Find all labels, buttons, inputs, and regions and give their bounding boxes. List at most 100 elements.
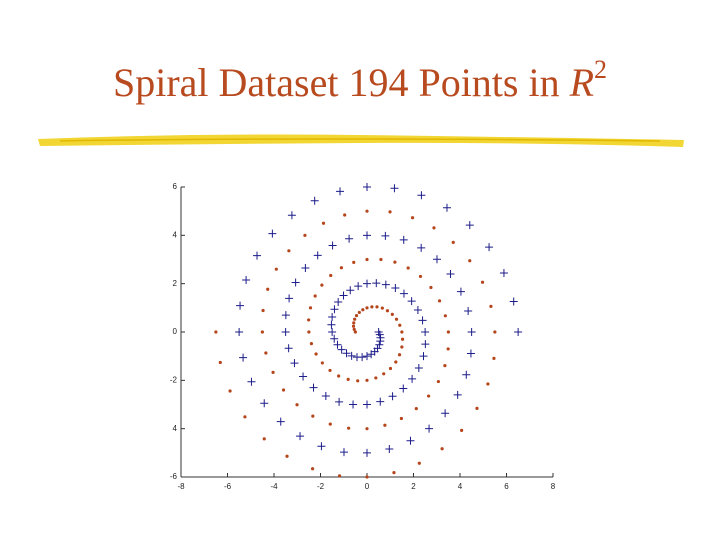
point-plus (374, 328, 383, 336)
point-plus (446, 270, 455, 278)
point-plus (317, 442, 326, 451)
point-dot (351, 324, 356, 328)
point-plus (399, 384, 408, 393)
point-plus (239, 353, 248, 362)
point-plus (390, 184, 399, 193)
point-dot (400, 345, 404, 349)
point-plus (335, 397, 344, 406)
point-dot (356, 379, 360, 383)
point-plus (310, 196, 319, 205)
point-dot (310, 467, 315, 471)
point-plus (336, 187, 345, 196)
point-plus (442, 203, 451, 212)
point-dot (460, 428, 464, 432)
point-dot (262, 437, 266, 441)
point-dot (398, 323, 402, 327)
point-dot (295, 403, 299, 407)
point-plus (418, 316, 427, 325)
point-dot (353, 330, 357, 334)
point-plus (339, 448, 348, 457)
point-dot (228, 389, 232, 393)
point-plus (327, 320, 336, 329)
point-plus (417, 191, 426, 200)
point-plus (354, 282, 363, 291)
x-tick-label: 4 (458, 482, 463, 491)
x-tick-label: 8 (551, 482, 556, 491)
point-plus (432, 255, 441, 264)
point-dot (446, 347, 450, 351)
point-dot (287, 249, 291, 253)
point-dot (370, 305, 374, 309)
point-plus (363, 352, 371, 361)
title: Spiral Dataset 194 Points in R2 (113, 55, 607, 105)
point-plus (363, 400, 371, 409)
point-plus (285, 294, 294, 303)
point-dot (489, 304, 493, 308)
point-plus (328, 313, 337, 322)
point-dot (417, 461, 421, 465)
point-dot (352, 260, 356, 264)
point-plus (407, 297, 416, 306)
point-dot (432, 226, 436, 230)
point-dot (446, 330, 450, 334)
point-dot (328, 368, 332, 373)
point-plus (373, 344, 382, 353)
point-dot (397, 353, 402, 357)
point-dot (374, 376, 378, 380)
point-plus (388, 392, 397, 401)
point-plus (453, 390, 462, 399)
title-variable: R (569, 60, 594, 105)
point-dot (314, 352, 318, 356)
point-plus (385, 444, 394, 453)
point-plus (339, 291, 348, 300)
point-plus (334, 298, 343, 307)
point-plus (301, 263, 310, 272)
y-tick-label: -2 (170, 375, 178, 384)
x-tick-label: -8 (177, 482, 185, 491)
point-dot (354, 313, 359, 318)
point-dot (309, 342, 314, 346)
point-plus (399, 289, 408, 298)
point-dot (274, 267, 278, 271)
point-plus (346, 286, 355, 295)
point-plus (425, 424, 434, 433)
point-plus (499, 269, 508, 278)
point-plus (408, 374, 417, 383)
point-dot (390, 312, 394, 316)
y-tick-label: 2 (173, 279, 178, 288)
point-plus (290, 359, 299, 368)
point-dot (365, 209, 369, 213)
point-dot (437, 299, 442, 303)
point-dot (271, 370, 275, 374)
point-plus (419, 352, 428, 361)
highlight-stroke-edge (59, 138, 661, 142)
point-plus (235, 328, 244, 336)
point-dot (493, 330, 497, 334)
point-plus (441, 409, 450, 418)
point-dot (264, 351, 268, 355)
point-plus (464, 306, 473, 315)
point-plus (276, 417, 285, 426)
point-dot (285, 454, 289, 458)
point-plus (321, 392, 330, 401)
point-plus (299, 372, 308, 381)
highlight-stroke (38, 134, 684, 147)
point-dot (261, 308, 265, 313)
point-plus (381, 231, 390, 240)
point-dot (385, 309, 390, 313)
point-dot (337, 474, 342, 478)
point-dot (427, 394, 431, 398)
point-dot (365, 306, 369, 310)
point-dot (266, 287, 270, 291)
point-plus (342, 349, 351, 358)
point-dot (307, 318, 311, 322)
point-dot (339, 266, 344, 270)
x-tick-label: -6 (224, 482, 232, 491)
point-plus (456, 287, 465, 296)
x-tick-label: -4 (270, 482, 278, 491)
point-dot (337, 374, 341, 378)
point-plus (242, 276, 251, 285)
